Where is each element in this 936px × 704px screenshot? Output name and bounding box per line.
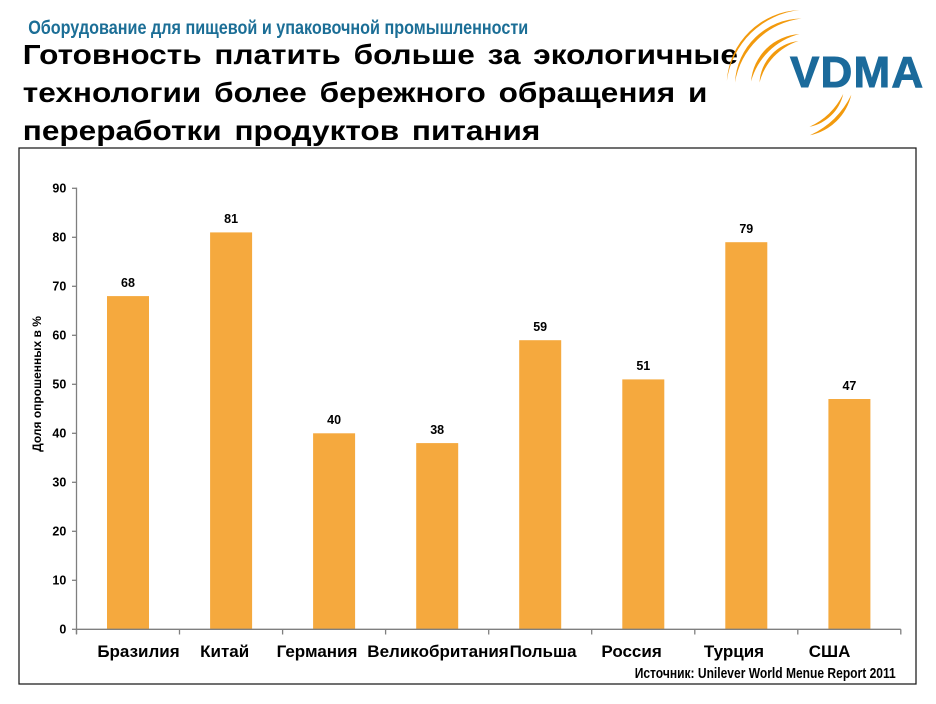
svg-text:Турция: Турция — [704, 642, 764, 661]
svg-text:51: 51 — [636, 359, 650, 373]
svg-text:30: 30 — [52, 476, 66, 490]
svg-text:47: 47 — [842, 379, 856, 393]
svg-text:81: 81 — [224, 212, 238, 226]
svg-text:Готовность платить больше за э: Готовность платить больше за экологичные — [23, 39, 738, 70]
svg-text:VDMA: VDMA — [790, 48, 924, 97]
svg-text:Германия: Германия — [277, 642, 358, 661]
svg-text:20: 20 — [52, 525, 66, 539]
svg-text:59: 59 — [533, 320, 547, 334]
svg-text:Оборудование для пищевой и упа: Оборудование для пищевой и упаковочной п… — [28, 17, 528, 39]
svg-text:50: 50 — [52, 378, 66, 392]
svg-text:40: 40 — [327, 413, 341, 427]
svg-text:68: 68 — [121, 276, 135, 290]
svg-text:Великобритания: Великобритания — [367, 642, 508, 661]
svg-text:80: 80 — [52, 231, 66, 245]
svg-text:60: 60 — [52, 329, 66, 343]
svg-text:Китай: Китай — [200, 642, 249, 661]
svg-text:38: 38 — [430, 423, 444, 437]
svg-text:10: 10 — [52, 574, 66, 588]
svg-text:Доля опрошенных в %: Доля опрошенных в % — [30, 316, 44, 452]
svg-text:США: США — [809, 642, 851, 661]
svg-text:90: 90 — [52, 182, 66, 196]
svg-text:Бразилия: Бразилия — [97, 642, 179, 661]
svg-text:переработки продуктов питания: переработки продуктов питания — [23, 116, 540, 147]
svg-text:Польша: Польша — [510, 642, 578, 661]
svg-text:технологии более бережного обр: технологии более бережного обращения и — [23, 78, 708, 109]
svg-text:79: 79 — [739, 222, 753, 236]
svg-text:Источник: Unilever World Men: Источник: Unilever World Menue Report 20… — [635, 665, 896, 682]
svg-text:40: 40 — [52, 427, 66, 441]
svg-text:0: 0 — [59, 623, 66, 637]
svg-text:Россия: Россия — [601, 642, 661, 661]
svg-text:70: 70 — [52, 280, 66, 294]
